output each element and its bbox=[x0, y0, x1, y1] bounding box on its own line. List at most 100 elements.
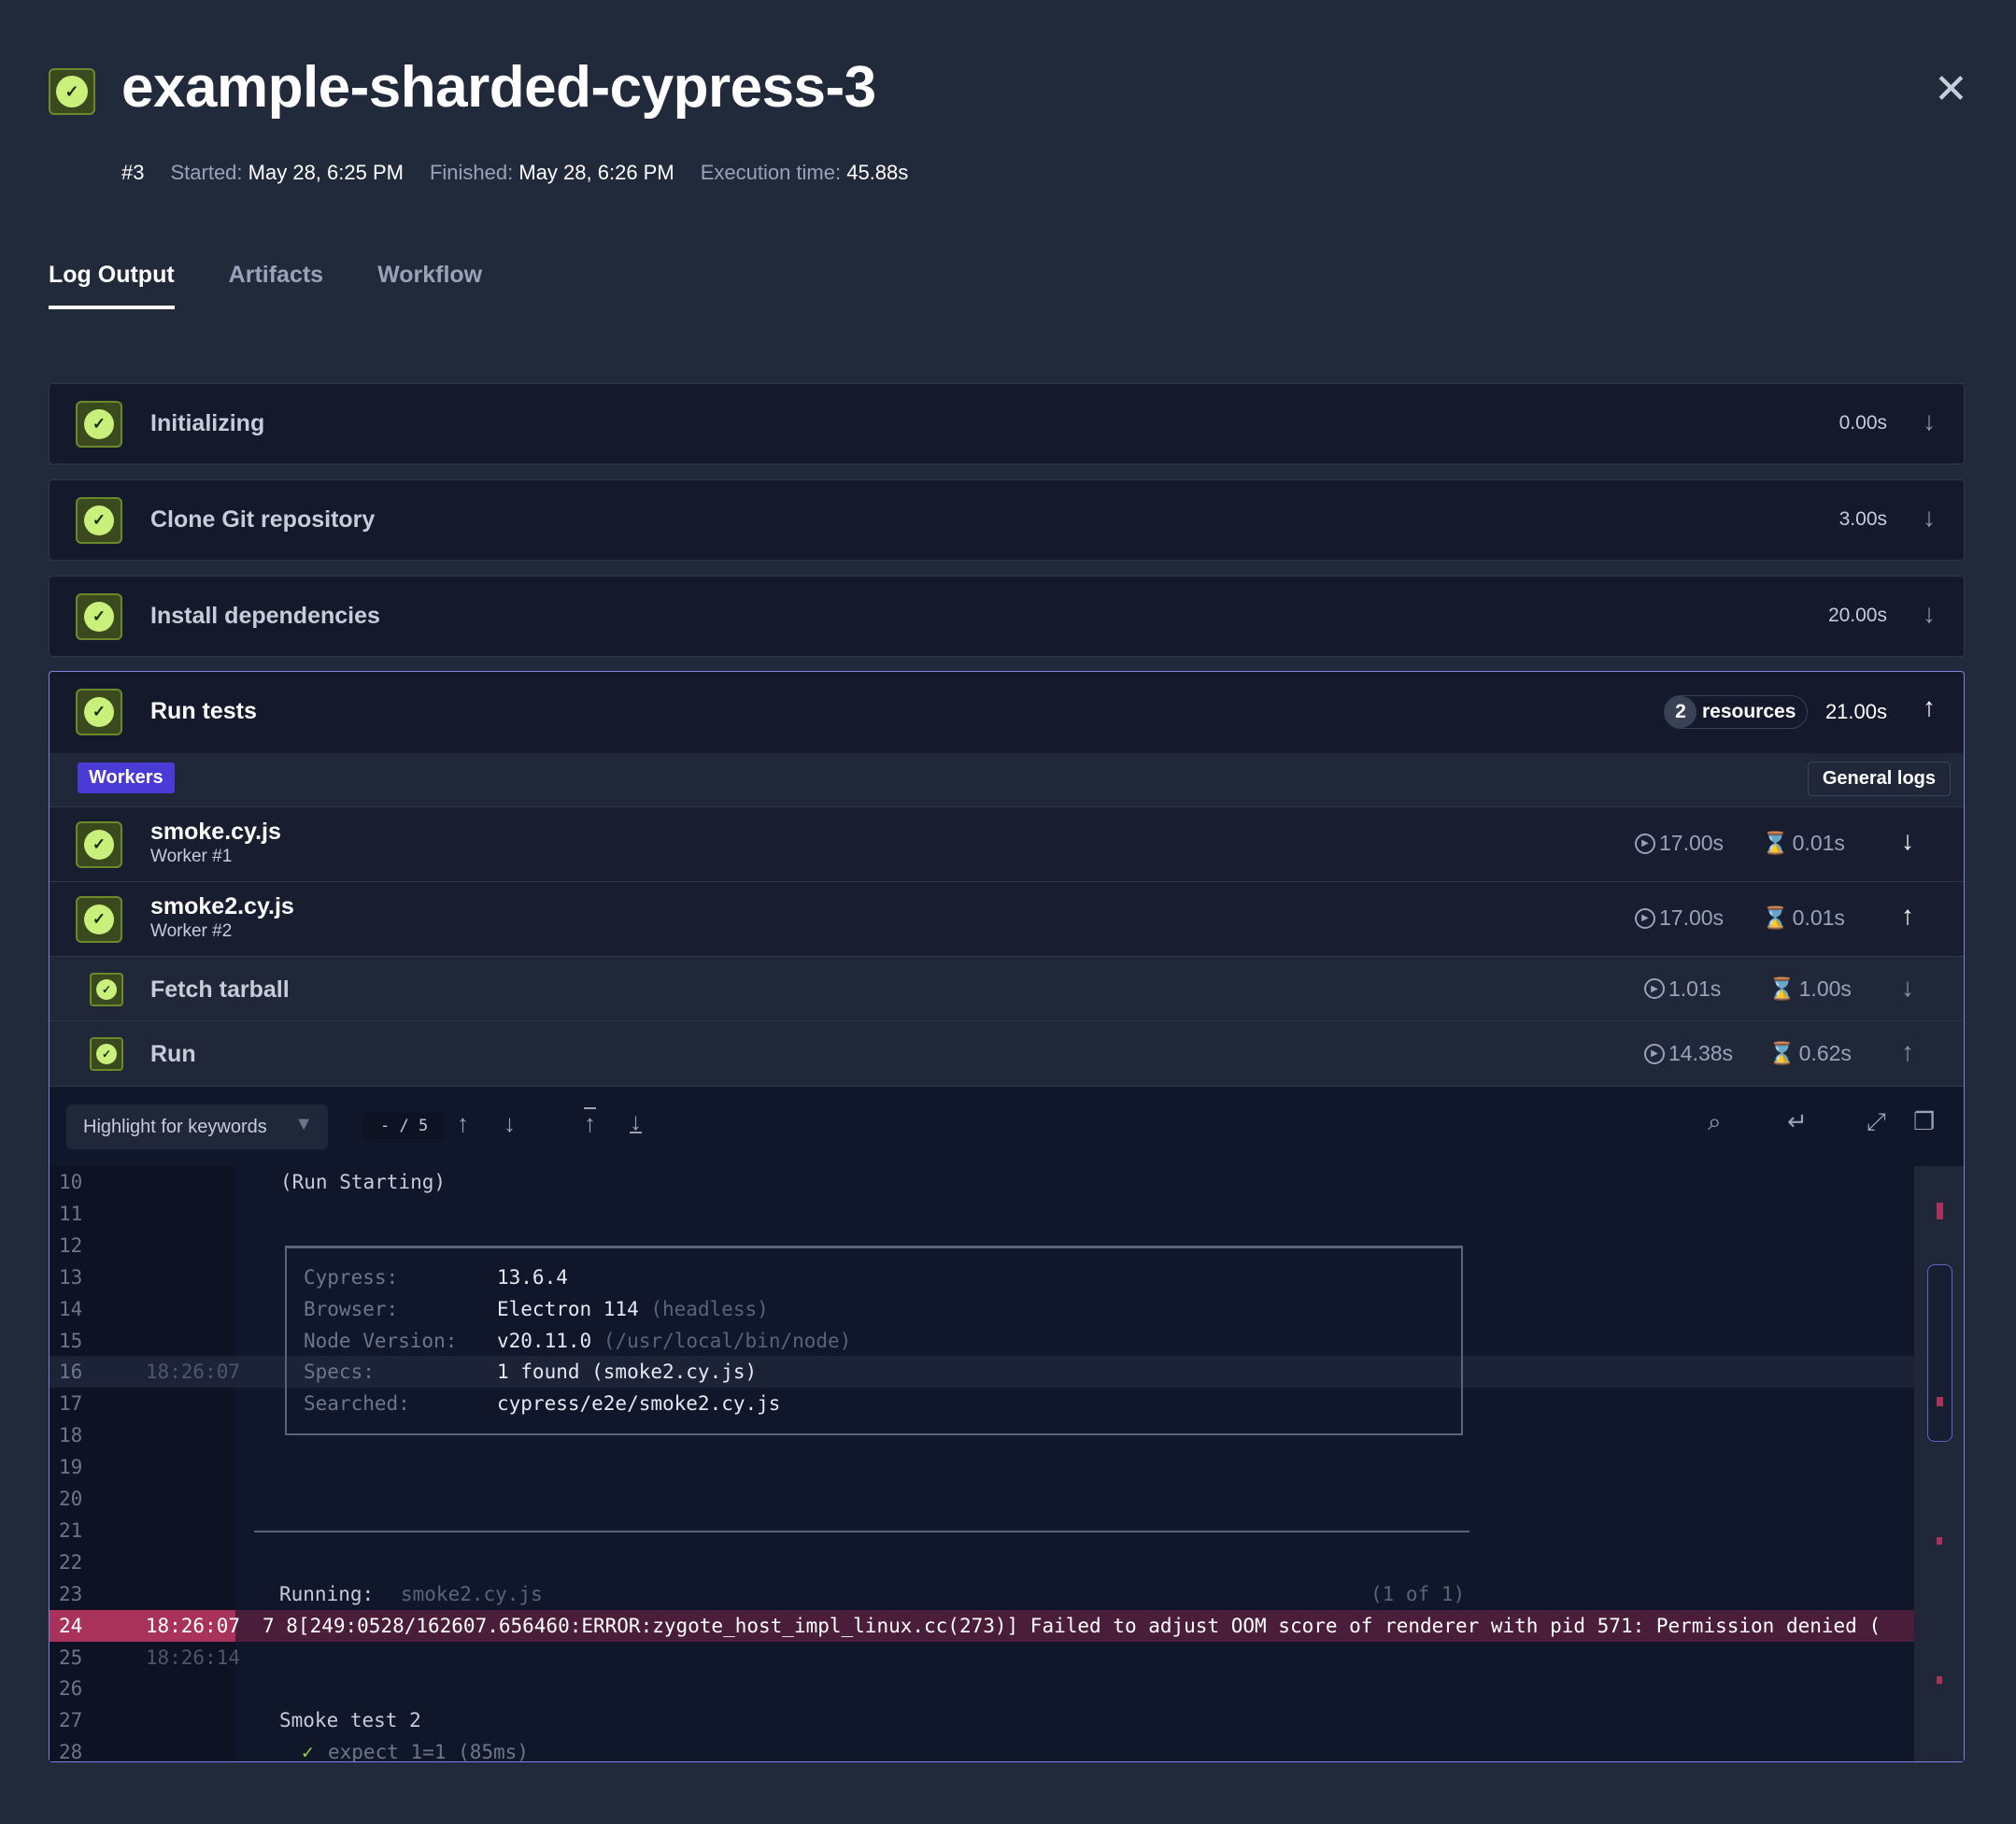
info-value: cypress/e2e/smoke2.cy.js bbox=[497, 1388, 780, 1419]
wait-time-value: 0.01s bbox=[1792, 905, 1845, 930]
worker-row[interactable]: ✓ smoke.cy.js Worker #1 ▶ 17.00s ⌛ 0.01s ↓ bbox=[50, 807, 1964, 882]
test-pass-icon: ✓ bbox=[302, 1741, 314, 1761]
error-marker bbox=[1937, 1537, 1942, 1545]
log-line: 25 18:26:14 bbox=[50, 1642, 1964, 1674]
line-number: 22 bbox=[59, 1550, 83, 1574]
line-number: 16 bbox=[59, 1361, 83, 1384]
step-duration: 0.00s bbox=[1839, 412, 1887, 434]
info-value: Electron 114 (headless) bbox=[497, 1293, 769, 1325]
tabs: Log Output Artifacts Workflow bbox=[49, 262, 482, 309]
tab-artifacts[interactable]: Artifacts bbox=[228, 262, 324, 288]
step-duration: 3.00s bbox=[1839, 508, 1887, 530]
running-spec: smoke2.cy.js bbox=[401, 1582, 543, 1605]
play-icon: ▶ bbox=[1644, 1043, 1665, 1064]
run-meta: #3 Started: May 28, 6:25 PM Finished: Ma… bbox=[121, 161, 908, 185]
log-scrollbar[interactable] bbox=[1914, 1166, 1964, 1761]
expand-arrow-icon[interactable]: ↓ bbox=[1923, 599, 1936, 628]
wait-time-value: 0.01s bbox=[1792, 831, 1845, 855]
run-time-value: 17.00s bbox=[1659, 831, 1725, 855]
tab-workflow[interactable]: Workflow bbox=[377, 262, 483, 288]
suite-name: Smoke test 2 bbox=[279, 1709, 421, 1732]
page-title: example-sharded-cypress-3 bbox=[121, 55, 876, 120]
info-key: Specs: bbox=[304, 1361, 375, 1384]
line-number: 18 bbox=[59, 1424, 83, 1447]
log-line: 13 Cypress: 13.6.4 bbox=[50, 1261, 1964, 1293]
log-line: 19 bbox=[50, 1451, 1964, 1483]
expand-arrow-icon[interactable]: ↓ bbox=[1923, 406, 1936, 435]
step-row[interactable]: ✓ Clone Git repository 3.00s ↓ bbox=[49, 479, 1965, 561]
scroll-top-icon[interactable]: ↑ bbox=[584, 1109, 596, 1137]
fullscreen-icon[interactable]: ⤢ bbox=[1867, 1107, 1886, 1135]
wait-time: ⌛ 0.62s bbox=[1768, 1041, 1852, 1066]
check-icon: ✓ bbox=[76, 821, 122, 868]
line-number: 20 bbox=[59, 1488, 83, 1510]
prev-match-icon[interactable]: ↑ bbox=[457, 1109, 469, 1137]
highlight-placeholder: Highlight for keywords bbox=[83, 1117, 267, 1137]
exec-label: Execution time: bbox=[700, 161, 842, 184]
collapse-arrow-icon[interactable]: ↑ bbox=[1923, 692, 1936, 721]
log-line: 18 bbox=[50, 1419, 1964, 1451]
expand-arrow-icon[interactable]: ↓ bbox=[1901, 826, 1914, 855]
info-value-text: Electron 114 bbox=[497, 1297, 639, 1320]
collapse-arrow-icon[interactable]: ↑ bbox=[1901, 1037, 1914, 1066]
run-tests-header[interactable]: ✓ Run tests 2 resources 21.00s ↑ bbox=[50, 672, 1964, 753]
search-icon[interactable]: ⌕ bbox=[1708, 1107, 1722, 1135]
substep-row[interactable]: ✓ Run ▶ 14.38s ⌛ 0.62s ↑ bbox=[50, 1021, 1964, 1087]
info-box bbox=[285, 1245, 1463, 1436]
resources-label: resources bbox=[1702, 701, 1796, 722]
scrollbar-thumb[interactable] bbox=[1927, 1264, 1952, 1442]
line-number: 26 bbox=[59, 1677, 83, 1701]
log-line: 22 bbox=[50, 1546, 1964, 1578]
worker-row[interactable]: ✓ smoke2.cy.js Worker #2 ▶ 17.00s ⌛ 0.01s … bbox=[50, 882, 1964, 957]
started-value: May 28, 6:25 PM bbox=[248, 161, 404, 184]
check-icon: ✓ bbox=[76, 896, 122, 943]
log-line: 21 bbox=[50, 1515, 1964, 1546]
copy-icon[interactable]: ❐ bbox=[1913, 1107, 1936, 1135]
log-line: 10 (Run Starting) bbox=[50, 1166, 1964, 1198]
general-logs-button[interactable]: General logs bbox=[1807, 762, 1951, 796]
resources-badge[interactable]: 2 resources bbox=[1664, 695, 1809, 729]
exec-value: 45.88s bbox=[846, 161, 909, 184]
wait-time: ⌛ 0.01s bbox=[1762, 905, 1845, 931]
collapse-arrow-icon[interactable]: ↑ bbox=[1901, 901, 1914, 930]
workers-tab[interactable]: Workers bbox=[78, 762, 175, 793]
check-icon: ✓ bbox=[76, 593, 122, 640]
line-number: 28 bbox=[59, 1741, 83, 1761]
info-key: Cypress: bbox=[304, 1265, 399, 1289]
step-row[interactable]: ✓ Initializing 0.00s ↓ bbox=[49, 383, 1965, 464]
expand-arrow-icon[interactable]: ↓ bbox=[1901, 972, 1914, 1002]
tab-log-output[interactable]: Log Output bbox=[49, 262, 175, 309]
log-line: 11 bbox=[50, 1198, 1964, 1230]
log-line: 16 18:26:07 Specs: 1 found (smoke2.cy.js) bbox=[50, 1356, 1964, 1389]
wait-time-value: 0.62s bbox=[1798, 1041, 1852, 1065]
running-label: Running: bbox=[279, 1582, 375, 1605]
info-value: 13.6.4 bbox=[497, 1261, 568, 1293]
hourglass-icon: ⌛ bbox=[1768, 1041, 1796, 1065]
info-value-text: cypress/e2e/smoke2.cy.js bbox=[497, 1392, 781, 1416]
expand-arrow-icon[interactable]: ↓ bbox=[1923, 503, 1936, 532]
play-icon: ▶ bbox=[1635, 833, 1655, 854]
scroll-bottom-icon[interactable]: ↓ bbox=[630, 1107, 642, 1135]
step-row[interactable]: ✓ Install dependencies 20.00s ↓ bbox=[49, 576, 1965, 657]
timestamp: 18:26:07 bbox=[145, 1614, 240, 1637]
line-number: 14 bbox=[59, 1297, 83, 1320]
info-key: Searched: bbox=[304, 1392, 410, 1416]
filter-icon: ▼ bbox=[294, 1114, 313, 1134]
highlight-keywords-input[interactable]: Highlight for keywords ▼ bbox=[66, 1104, 328, 1149]
substep-label: Fetch tarball bbox=[150, 976, 290, 1003]
wrap-lines-icon[interactable]: ↵ bbox=[1787, 1107, 1808, 1135]
info-key: Node Version: bbox=[304, 1329, 458, 1352]
close-icon[interactable]: ✕ bbox=[1934, 66, 1968, 112]
log-line: 14 Browser: Electron 114 (headless) bbox=[50, 1293, 1964, 1325]
next-match-icon[interactable]: ↓ bbox=[504, 1109, 516, 1137]
timestamp: 18:26:07 bbox=[145, 1361, 240, 1384]
step-duration: 20.00s bbox=[1827, 605, 1887, 626]
divider bbox=[254, 1530, 1469, 1532]
match-counter: - / 5 bbox=[363, 1113, 446, 1139]
substep-row[interactable]: ✓ Fetch tarball ▶ 1.01s ⌛ 1.00s ↓ bbox=[50, 957, 1964, 1021]
substep-label: Run bbox=[150, 1041, 196, 1067]
step-label: Clone Git repository bbox=[150, 506, 376, 533]
info-value: 1 found (smoke2.cy.js) bbox=[497, 1356, 757, 1388]
error-marker bbox=[1937, 1676, 1942, 1684]
line-number: 19 bbox=[59, 1456, 83, 1479]
